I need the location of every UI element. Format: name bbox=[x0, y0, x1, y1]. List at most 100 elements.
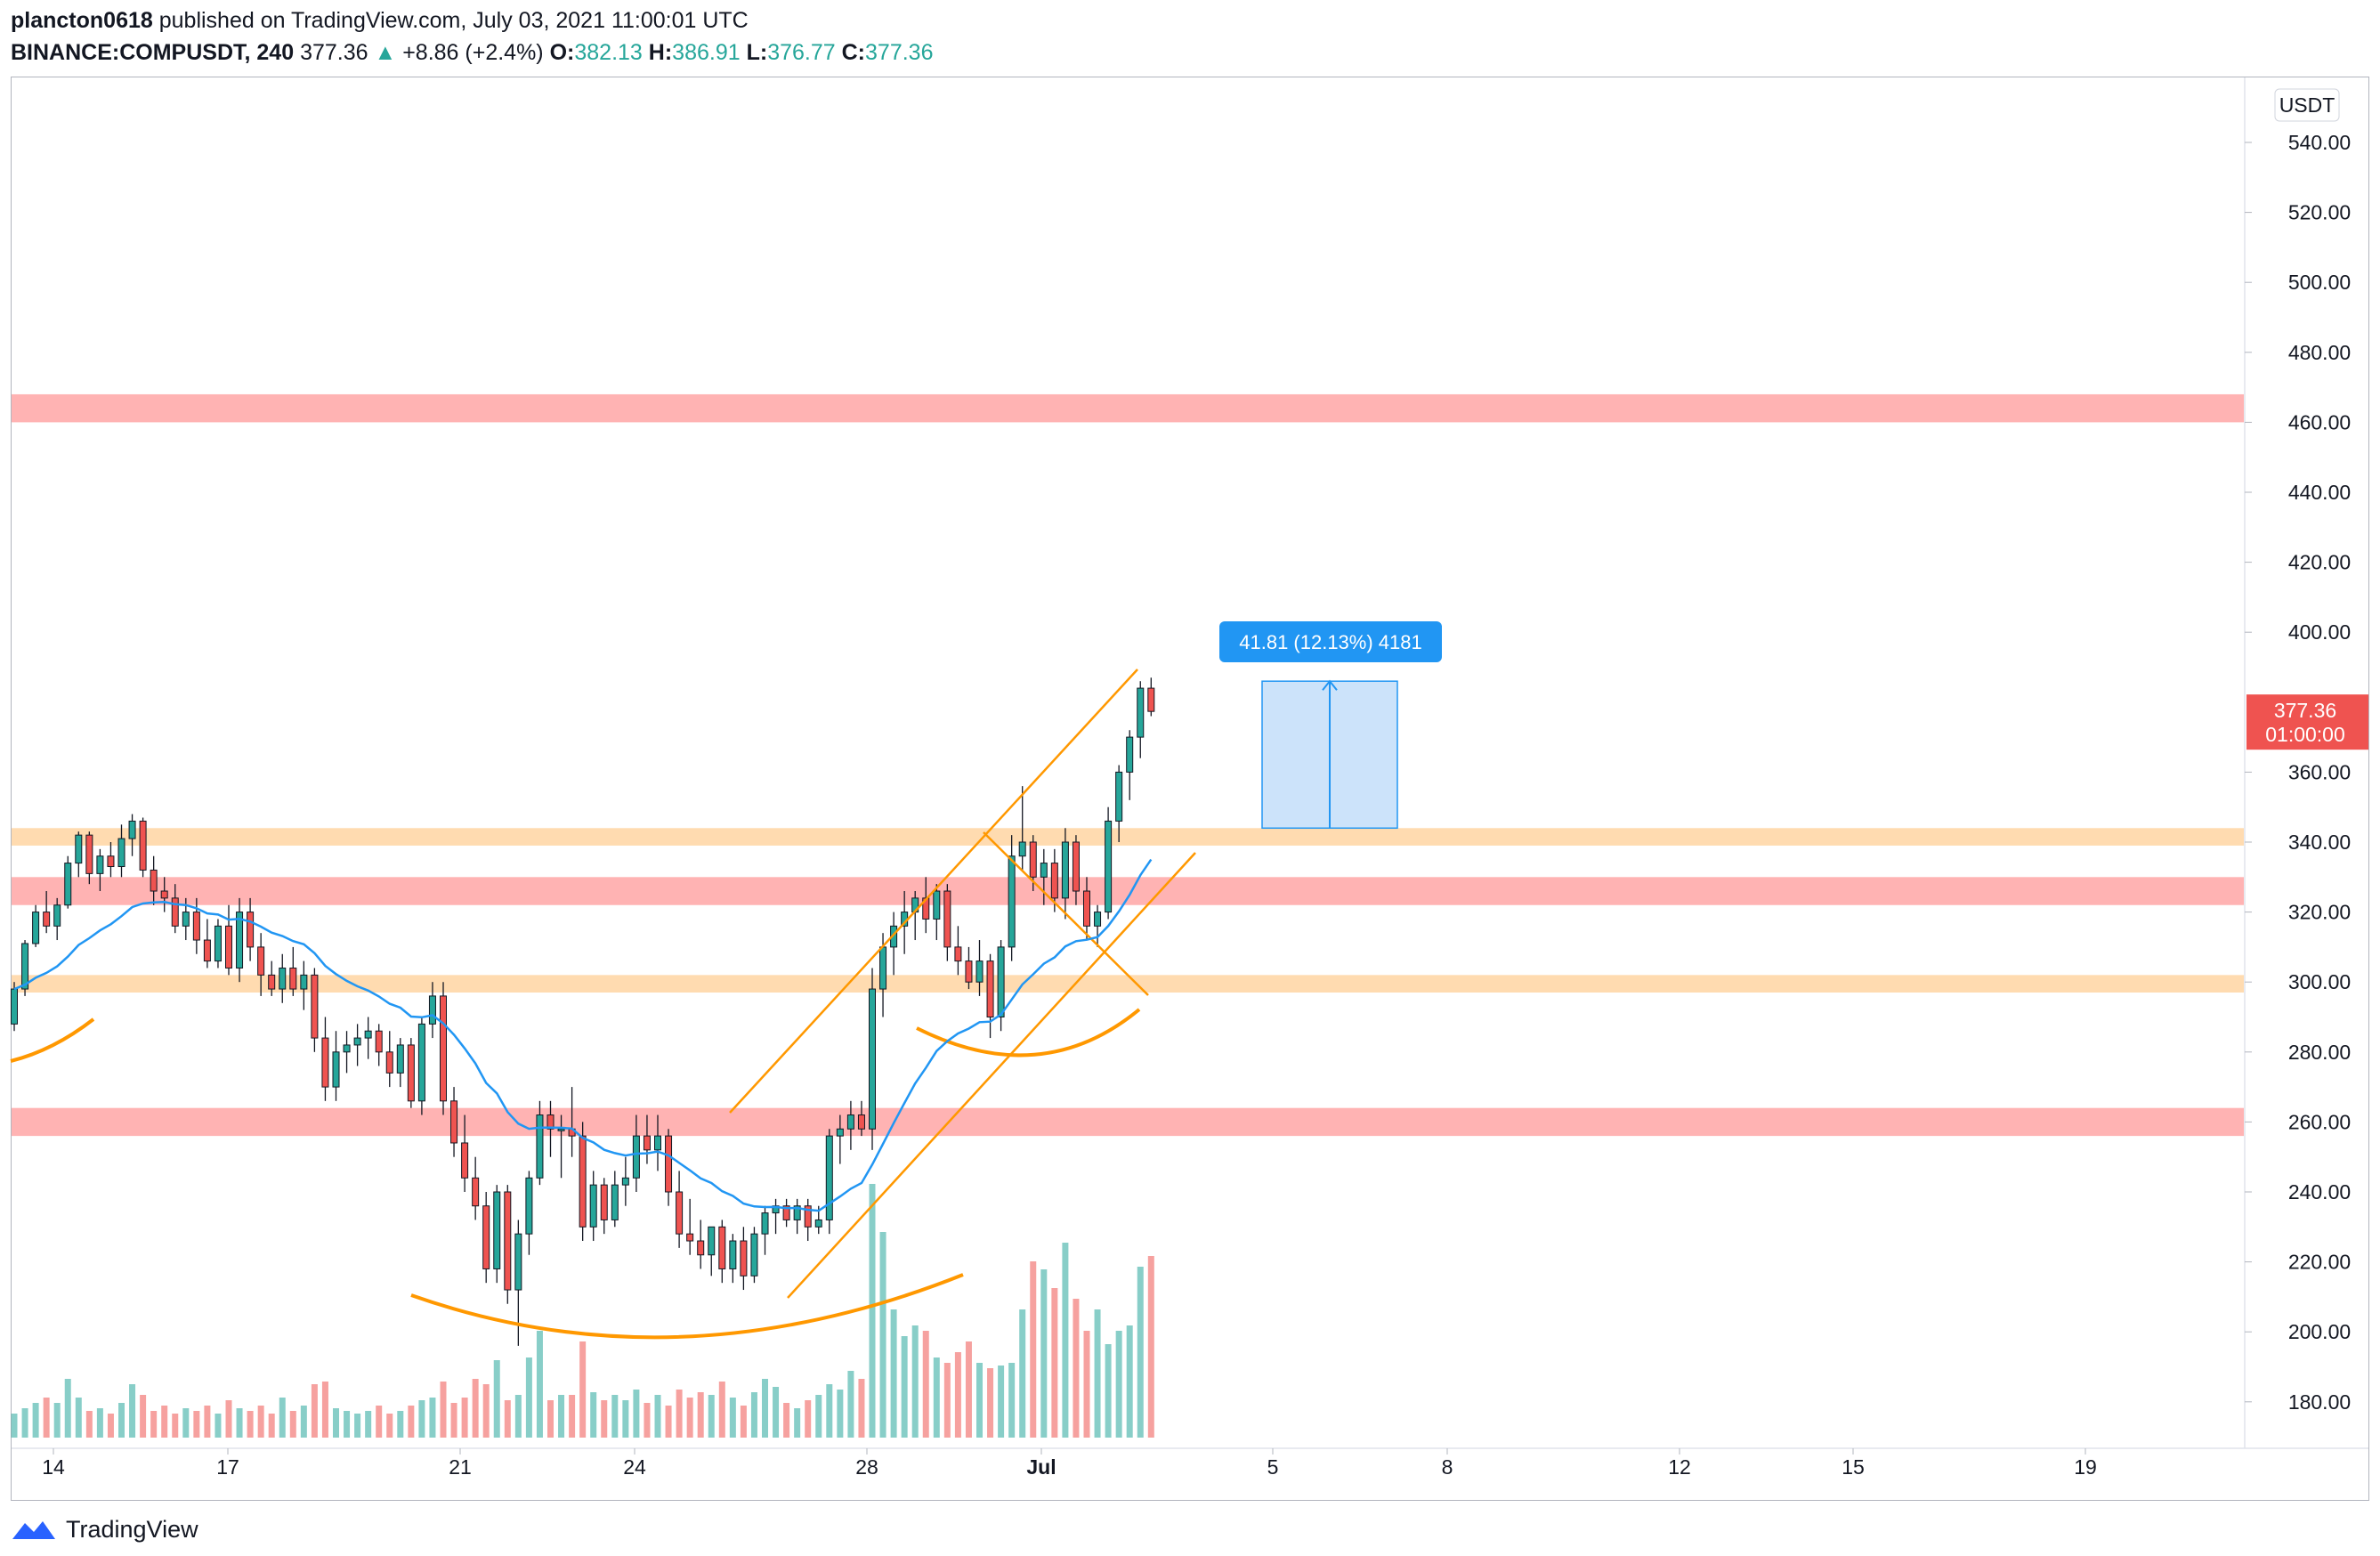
measure-label-bg bbox=[1219, 621, 1442, 662]
volume-bar bbox=[247, 1411, 254, 1438]
candle-body bbox=[814, 1219, 822, 1228]
candle-body bbox=[1040, 863, 1048, 878]
zone-1 bbox=[12, 828, 2244, 846]
volume-bar bbox=[11, 1414, 18, 1438]
volume-bar bbox=[740, 1406, 747, 1438]
candle-body bbox=[621, 1177, 629, 1186]
zone-0 bbox=[12, 393, 2244, 423]
last-price-bg bbox=[2246, 694, 2368, 750]
candle-body bbox=[1018, 841, 1026, 857]
candle-body bbox=[32, 912, 40, 944]
candle-body bbox=[96, 855, 104, 874]
author-name[interactable]: plancton0618 bbox=[11, 8, 153, 33]
time-tick-label: 15 bbox=[1842, 1455, 1865, 1479]
currency-label: USDT bbox=[2279, 93, 2335, 117]
chart-header: plancton0618 published on TradingView.co… bbox=[11, 5, 2325, 71]
volume-bar bbox=[847, 1371, 854, 1438]
candle-body bbox=[407, 1044, 415, 1102]
candle-body bbox=[857, 1114, 865, 1130]
volume-bar bbox=[890, 1309, 897, 1438]
candle-body bbox=[686, 1233, 694, 1242]
candle-body bbox=[546, 1114, 555, 1130]
volume-bar bbox=[590, 1392, 597, 1438]
brand-name[interactable]: TradingView bbox=[66, 1515, 198, 1543]
volume-layer bbox=[11, 1184, 1154, 1438]
candle-body bbox=[708, 1226, 716, 1256]
volume-bar bbox=[954, 1352, 961, 1438]
volume-bar bbox=[85, 1411, 93, 1438]
time-tick-label: 19 bbox=[2074, 1455, 2097, 1479]
countdown-label: 01:00:00 bbox=[2265, 723, 2345, 746]
candle-body bbox=[600, 1184, 608, 1220]
volume-bar bbox=[1083, 1331, 1090, 1438]
volume-bar bbox=[386, 1414, 393, 1438]
candle-body bbox=[375, 1030, 383, 1053]
zone-2 bbox=[12, 877, 2244, 905]
volume-bar bbox=[525, 1357, 532, 1438]
volume-bar bbox=[311, 1384, 318, 1438]
volume-bar bbox=[933, 1357, 940, 1438]
volume-bar bbox=[644, 1403, 651, 1438]
volume-bar bbox=[697, 1392, 704, 1438]
volume-bar bbox=[1040, 1269, 1048, 1438]
candle-body bbox=[64, 863, 72, 906]
volume-bar bbox=[236, 1408, 243, 1438]
candle-body bbox=[321, 1037, 329, 1088]
up-arrow-icon: ▲ bbox=[374, 40, 397, 65]
volume-bar bbox=[429, 1398, 436, 1438]
volume-bar bbox=[965, 1341, 972, 1438]
footer: TradingView bbox=[11, 1510, 198, 1549]
volume-bar bbox=[43, 1398, 50, 1438]
high-label: H: bbox=[648, 40, 673, 65]
volume-bar bbox=[879, 1232, 886, 1438]
volume-bar bbox=[1062, 1243, 1069, 1438]
candle-body bbox=[247, 912, 255, 948]
candle-body bbox=[43, 912, 51, 927]
candle-body bbox=[536, 1114, 544, 1179]
volume-bar bbox=[461, 1398, 468, 1438]
volume-bar bbox=[729, 1398, 736, 1438]
volume-bar bbox=[172, 1414, 179, 1438]
candle-body bbox=[461, 1142, 469, 1179]
price-tick-label: 340.00 bbox=[2288, 831, 2351, 854]
volume-bar bbox=[215, 1414, 222, 1438]
price-tick-label: 200.00 bbox=[2288, 1320, 2351, 1343]
candle-body bbox=[1147, 687, 1155, 712]
volume-bar bbox=[268, 1414, 275, 1438]
volume-bar bbox=[943, 1363, 951, 1438]
low-label: L: bbox=[746, 40, 768, 65]
candle-body bbox=[150, 869, 158, 892]
cup-arc-left bbox=[10, 1017, 95, 1063]
candle-body bbox=[257, 946, 265, 976]
candle-body bbox=[997, 946, 1005, 1018]
candle-body bbox=[740, 1240, 748, 1276]
time-tick-label: 21 bbox=[449, 1455, 472, 1479]
candle-body bbox=[504, 1191, 512, 1291]
price-tick-label: 480.00 bbox=[2288, 341, 2351, 364]
price-tick-label: 240.00 bbox=[2288, 1180, 2351, 1203]
candle-body bbox=[440, 995, 447, 1102]
price-tick-label: 320.00 bbox=[2288, 901, 2351, 924]
publish-line: plancton0618 published on TradingView.co… bbox=[11, 5, 2325, 36]
candle-body bbox=[182, 912, 190, 927]
volume-bar bbox=[826, 1384, 833, 1438]
candle-body bbox=[53, 904, 61, 927]
volume-bar bbox=[911, 1325, 919, 1438]
price-tick-label: 260.00 bbox=[2288, 1110, 2351, 1133]
candle-body bbox=[192, 912, 200, 941]
flag-line bbox=[983, 831, 1149, 996]
volume-bar bbox=[1094, 1309, 1101, 1438]
tradingview-logo-icon[interactable] bbox=[11, 1516, 57, 1543]
time-tick-label: 12 bbox=[1668, 1455, 1691, 1479]
candle-body bbox=[417, 1023, 425, 1102]
volume-bar bbox=[150, 1411, 158, 1438]
candle-body bbox=[139, 820, 147, 871]
symbol-name[interactable]: BINANCE:COMPUSDT, 240 bbox=[11, 40, 295, 65]
price-tick-label: 280.00 bbox=[2288, 1041, 2351, 1064]
candle-body bbox=[632, 1135, 640, 1179]
time-tick-label: Jul bbox=[1026, 1455, 1056, 1479]
candle-body bbox=[954, 946, 962, 962]
candle-body bbox=[353, 1037, 361, 1046]
chart-frame[interactable] bbox=[11, 77, 2369, 1501]
